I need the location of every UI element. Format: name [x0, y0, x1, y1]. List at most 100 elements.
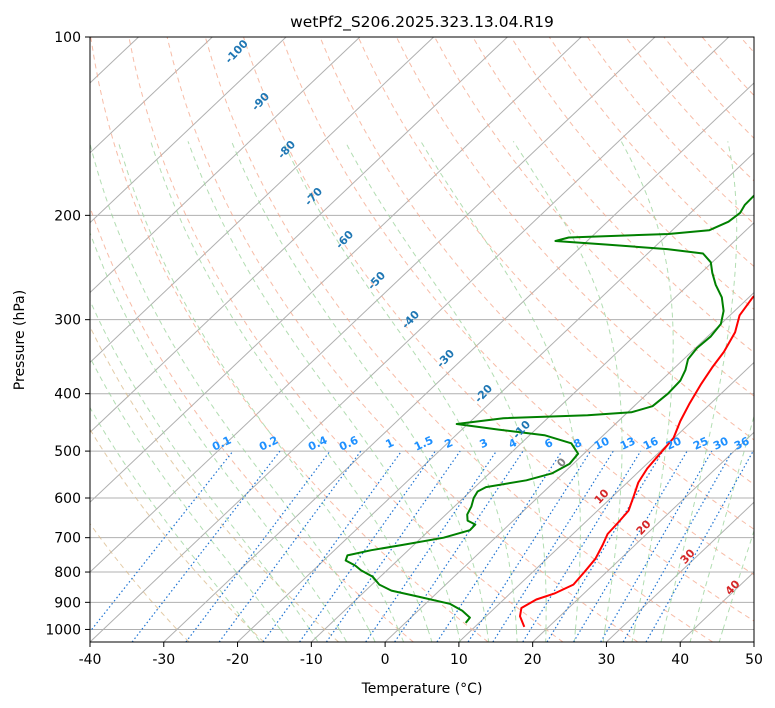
mixing-ratio-line	[218, 450, 362, 642]
moist-adiabat	[187, 141, 458, 630]
moist-adiabat	[90, 141, 370, 630]
dry-adiabat	[204, 37, 713, 642]
moist-adiabat	[250, 629, 261, 642]
y-tick-label: 100	[54, 30, 81, 46]
mixing-ratio-label: 10	[592, 434, 612, 452]
y-tick-label: 500	[54, 444, 81, 460]
dry-adiabat	[357, 37, 754, 485]
x-axis: -40 -30 -20 -10 0 10 20 30 40 50	[79, 642, 763, 668]
isotherm-label: 10	[592, 486, 612, 506]
x-tick-label: 20	[524, 652, 542, 668]
dry-adiabat	[90, 325, 339, 642]
moist-adiabat	[631, 629, 635, 642]
moist-adiabat	[427, 629, 433, 642]
x-tick-label: -40	[79, 652, 102, 668]
plot-frame	[89, 36, 755, 643]
y-axis: 100 200 300 400 500 600 700 800 900 1000	[45, 30, 90, 638]
moist-adiabat	[368, 629, 376, 642]
mixing-ratio-line	[394, 450, 524, 642]
dry-adiabat	[243, 37, 754, 622]
y-tick-label: 1000	[45, 622, 81, 638]
moist-adiabat	[338, 629, 348, 642]
mixing-ratio-label: 0.4	[306, 433, 329, 453]
chart-title: wetPf2_S206.2025.323.13.04.R19	[290, 13, 554, 32]
isotherm-line	[90, 37, 730, 642]
mixing-ratio-line	[622, 450, 733, 642]
isotherm-label: 0	[554, 455, 569, 470]
isotherm-line	[90, 37, 582, 503]
mixing-ratio-label: 13	[618, 434, 637, 452]
moist-adiabat	[620, 141, 674, 630]
moist-adiabat	[90, 299, 311, 630]
x-tick-label: 40	[671, 652, 689, 668]
dry-adiabat	[587, 37, 754, 225]
isotherm-line	[90, 37, 361, 294]
moist-adiabat	[117, 141, 399, 630]
dry-adiabat	[128, 37, 564, 642]
moist-adiabat	[344, 141, 547, 630]
y-tick-label: 800	[54, 565, 81, 581]
dry-adiabat	[90, 37, 489, 642]
y-axis-label: Pressure (hPa)	[12, 290, 28, 390]
dry-adiabat	[395, 37, 754, 441]
mixing-ratio-label: 25	[691, 434, 710, 452]
moist-adiabat	[397, 629, 405, 642]
mixing-ratio-label: 36	[732, 434, 752, 452]
dry-adiabat	[90, 428, 265, 642]
isotherm-line	[310, 222, 754, 642]
dry-adiabat	[472, 37, 754, 354]
mixing-ratio-label: 0.1	[210, 434, 233, 454]
y-tick-label: 700	[54, 531, 81, 547]
mixing-ratio-line	[467, 450, 592, 642]
line-labels: -100-90-80-70-60-50-40-30-20-10010203040…	[210, 37, 752, 598]
isotherm-line	[384, 291, 754, 642]
x-tick-label: 10	[450, 652, 468, 668]
mixing-ratio-line	[262, 450, 403, 642]
moist-adiabat	[231, 141, 488, 630]
moist-adiabat	[689, 629, 694, 642]
mixing-ratio-line	[600, 450, 713, 642]
isotherm-label: -60	[333, 228, 356, 252]
mixing-ratio-line	[546, 450, 664, 642]
x-tick-label: -20	[226, 652, 249, 668]
isotherm-line	[90, 37, 656, 573]
isotherm-label: -70	[302, 185, 325, 209]
sounding-profiles	[344, 194, 754, 628]
mixing-ratio-label: 16	[641, 434, 661, 452]
dry-adiabat	[548, 37, 754, 268]
moist-adiabat	[722, 529, 754, 630]
mixing-ratio-line	[522, 450, 642, 642]
dry-adiabat	[739, 37, 754, 54]
moist-adiabat	[573, 629, 576, 642]
moist-adiabat	[279, 629, 290, 642]
isotherm-label: 20	[634, 517, 654, 537]
isotherm-label: 40	[723, 577, 743, 597]
isotherm-line	[458, 361, 754, 642]
isotherm-line	[606, 501, 754, 642]
mixing-ratio-label: 3	[478, 436, 490, 451]
mixing-ratio-label: 0.6	[337, 433, 360, 453]
isotherm-label: -40	[399, 308, 422, 332]
y-tick-label: 400	[54, 387, 81, 403]
moist-adiabat	[663, 141, 738, 630]
dry-adiabat	[90, 522, 190, 642]
mixing-ratio-line	[365, 450, 497, 642]
mixing-ratio-line	[573, 450, 688, 642]
isotherm-label: -100	[222, 37, 251, 66]
mixing-ratio-line	[90, 450, 234, 633]
x-tick-label: -30	[152, 652, 175, 668]
isotherm-line	[90, 37, 435, 364]
isotherm-line	[90, 37, 508, 434]
moist-adiabat	[515, 629, 518, 642]
moist-adiabat	[693, 414, 754, 630]
moist-adiabat	[90, 231, 340, 630]
moist-adiabat	[602, 629, 606, 642]
isotherm-label: -80	[275, 138, 298, 162]
dry-adiabat	[90, 205, 414, 642]
temperature-profile	[519, 295, 754, 628]
mixing-ratio-label: 8	[572, 436, 584, 451]
isotherm-line	[237, 152, 754, 642]
mixing-ratio-line	[299, 450, 436, 642]
x-tick-label: 50	[745, 652, 763, 668]
y-tick-label: 900	[54, 595, 81, 611]
